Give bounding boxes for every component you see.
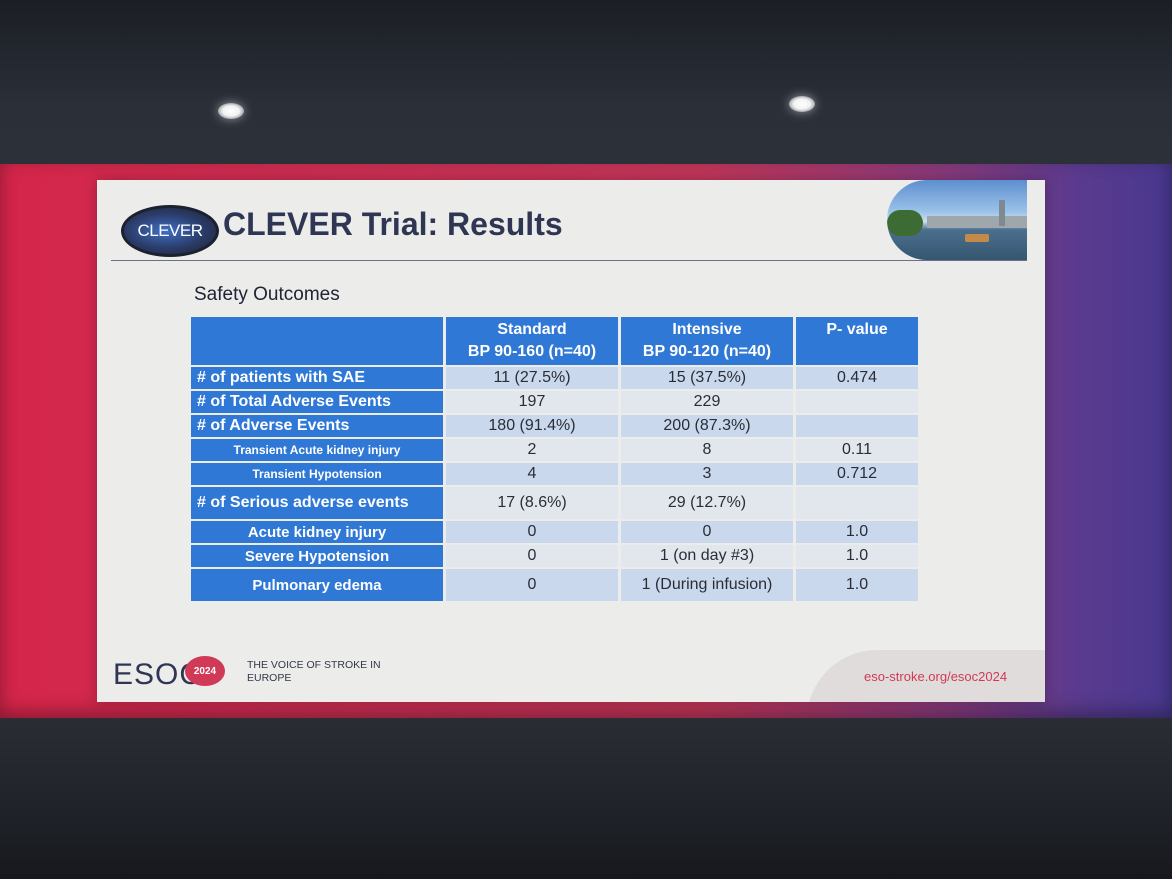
table-row: Acute kidney injury 0 0 1.0 — [191, 521, 918, 543]
photo-trees — [887, 210, 923, 236]
row-label: Severe Hypotension — [191, 545, 443, 567]
row-label: # of patients with SAE — [191, 367, 443, 389]
footer-swoosh — [807, 650, 1045, 702]
pvalue-cell — [796, 391, 918, 413]
pvalue-cell: 0.474 — [796, 367, 918, 389]
floor — [0, 718, 1172, 879]
header-standard-line1: Standard — [497, 321, 567, 338]
presentation-slide: CLEVER CLEVER Trial: Results Safety Outc… — [97, 180, 1045, 702]
standard-cell: 0 — [446, 521, 618, 543]
table-row: Severe Hypotension 0 1 (on day #3) 1.0 — [191, 545, 918, 567]
standard-cell: 0 — [446, 545, 618, 567]
pvalue-cell: 0.712 — [796, 463, 918, 485]
row-label: Acute kidney injury — [191, 521, 443, 543]
intensive-cell: 229 — [621, 391, 793, 413]
table-row: # of patients with SAE 11 (27.5%) 15 (37… — [191, 367, 918, 389]
header-empty — [191, 317, 443, 365]
table-row: # of Total Adverse Events 197 229 — [191, 391, 918, 413]
section-subtitle: Safety Outcomes — [194, 284, 340, 305]
intensive-cell: 1 (on day #3) — [621, 545, 793, 567]
row-label: # of Total Adverse Events — [191, 391, 443, 413]
table-row: Transient Acute kidney injury 2 8 0.11 — [191, 439, 918, 461]
photo-tower — [999, 200, 1005, 226]
standard-cell: 197 — [446, 391, 618, 413]
standard-cell: 11 (27.5%) — [446, 367, 618, 389]
esoc-year-badge: 2024 — [185, 656, 225, 686]
intensive-cell: 3 — [621, 463, 793, 485]
city-river-photo — [887, 180, 1027, 260]
ceiling-light-left — [218, 103, 244, 119]
intensive-cell: 29 (12.7%) — [621, 487, 793, 519]
table-row: Pulmonary edema 0 1 (During infusion) 1.… — [191, 569, 918, 601]
intensive-cell: 15 (37.5%) — [621, 367, 793, 389]
pvalue-cell: 0.11 — [796, 439, 918, 461]
header-intensive-line2: BP 90-120 (n=40) — [642, 343, 772, 360]
standard-cell: 0 — [446, 569, 618, 601]
footer-tagline: THE VOICE OF STROKE IN EUROPE — [247, 659, 381, 684]
row-label: # of Adverse Events — [191, 415, 443, 437]
table-header-row: Standard BP 90-160 (n=40) Intensive BP 9… — [191, 317, 918, 365]
standard-cell: 180 (91.4%) — [446, 415, 618, 437]
clever-logo: CLEVER — [121, 205, 219, 257]
photo-city — [927, 216, 1027, 228]
pvalue-cell: 1.0 — [796, 521, 918, 543]
header-pvalue-line1: P- value — [826, 321, 888, 338]
row-label: Pulmonary edema — [191, 569, 443, 601]
pvalue-cell: 1.0 — [796, 569, 918, 601]
intensive-cell: 8 — [621, 439, 793, 461]
intensive-cell: 0 — [621, 521, 793, 543]
standard-cell: 4 — [446, 463, 618, 485]
header-intensive-line1: Intensive — [672, 321, 742, 338]
clever-logo-text: CLEVER — [137, 221, 203, 240]
standard-cell: 17 (8.6%) — [446, 487, 618, 519]
table-row: # of Serious adverse events 17 (8.6%) 29… — [191, 487, 918, 519]
intensive-cell: 1 (During infusion) — [621, 569, 793, 601]
header-pvalue: P- value — [796, 317, 918, 365]
pvalue-cell — [796, 487, 918, 519]
header-standard-line2: BP 90-160 (n=40) — [467, 343, 597, 360]
row-label: Transient Acute kidney injury — [191, 439, 443, 461]
intensive-cell: 200 (87.3%) — [621, 415, 793, 437]
pvalue-cell — [796, 415, 918, 437]
table-row: # of Adverse Events 180 (91.4%) 200 (87.… — [191, 415, 918, 437]
header-intensive: Intensive BP 90-120 (n=40) — [621, 317, 793, 365]
photo-boat — [965, 234, 989, 242]
footer-url: eso-stroke.org/esoc2024 — [864, 669, 1008, 684]
header-standard: Standard BP 90-160 (n=40) — [446, 317, 618, 365]
pvalue-cell: 1.0 — [796, 545, 918, 567]
title-divider — [111, 260, 1027, 261]
row-label: Transient Hypotension — [191, 463, 443, 485]
slide-title: CLEVER Trial: Results — [223, 206, 563, 242]
table-row: Transient Hypotension 4 3 0.712 — [191, 463, 918, 485]
row-label: # of Serious adverse events — [191, 487, 443, 519]
ceiling-light-right — [789, 96, 815, 112]
standard-cell: 2 — [446, 439, 618, 461]
safety-outcomes-table: Standard BP 90-160 (n=40) Intensive BP 9… — [188, 315, 921, 603]
